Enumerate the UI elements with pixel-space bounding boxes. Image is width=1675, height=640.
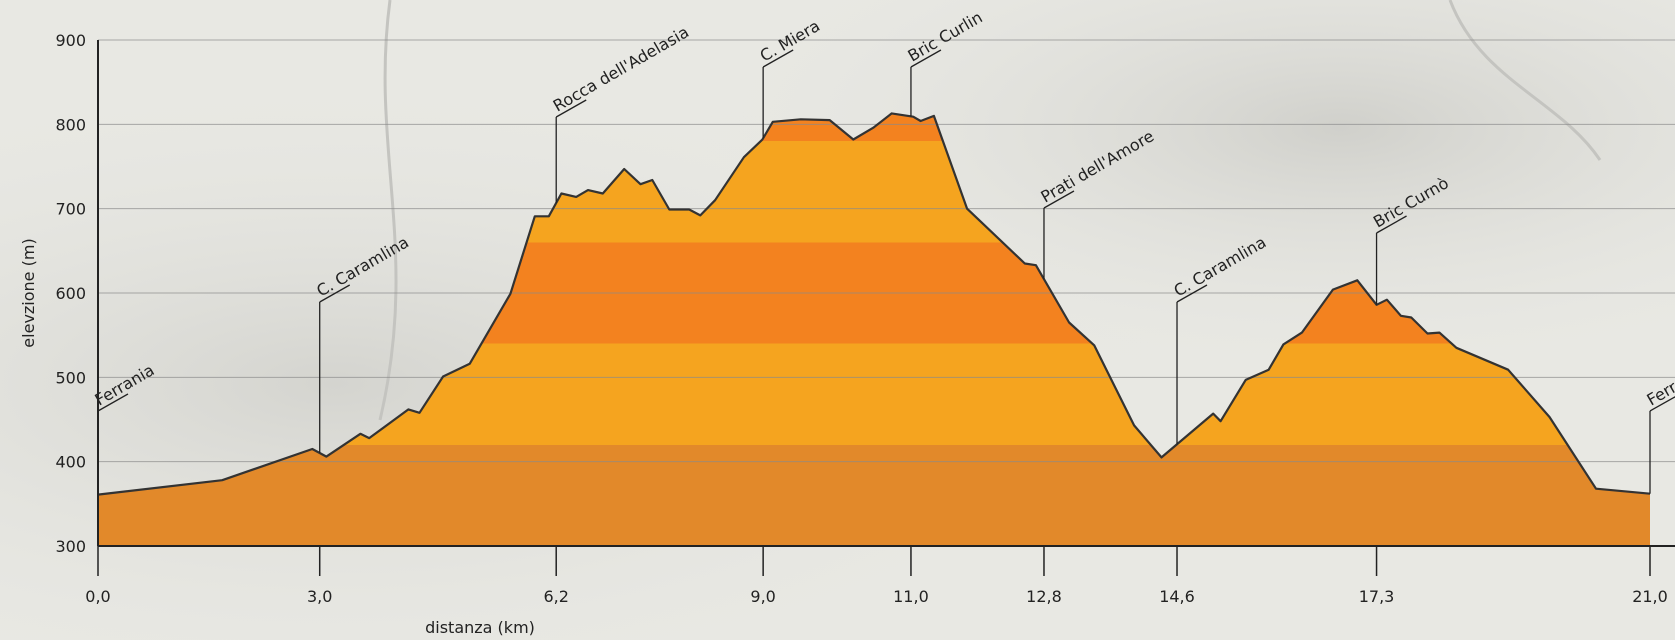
x-tick-label: 9,0 — [750, 587, 775, 606]
y-tick-label: 700 — [55, 200, 86, 219]
y-tick-label: 400 — [55, 453, 86, 472]
x-tick-label: 3,0 — [307, 587, 332, 606]
x-tick-label: 11,0 — [893, 587, 929, 606]
y-tick-label: 900 — [55, 31, 86, 50]
x-tick-label: 12,8 — [1026, 587, 1062, 606]
x-axis-title: distanza (km) — [425, 618, 535, 637]
x-tick-label: 14,6 — [1159, 587, 1195, 606]
y-axis-title: elevzione (m) — [19, 238, 38, 347]
y-tick-label: 300 — [55, 537, 86, 556]
chart: distanza (km) elevzione (m) 300 400 500 600… — [0, 0, 1675, 640]
y-tick-label: 800 — [55, 115, 86, 134]
y-tick-label: 600 — [55, 284, 86, 303]
y-tick-label: 500 — [55, 368, 86, 387]
x-tick-label: 0,0 — [85, 587, 110, 606]
x-tick-label: 21,0 — [1632, 587, 1668, 606]
x-tick-label: 17,3 — [1359, 587, 1395, 606]
x-tick-label: 6,2 — [543, 587, 568, 606]
